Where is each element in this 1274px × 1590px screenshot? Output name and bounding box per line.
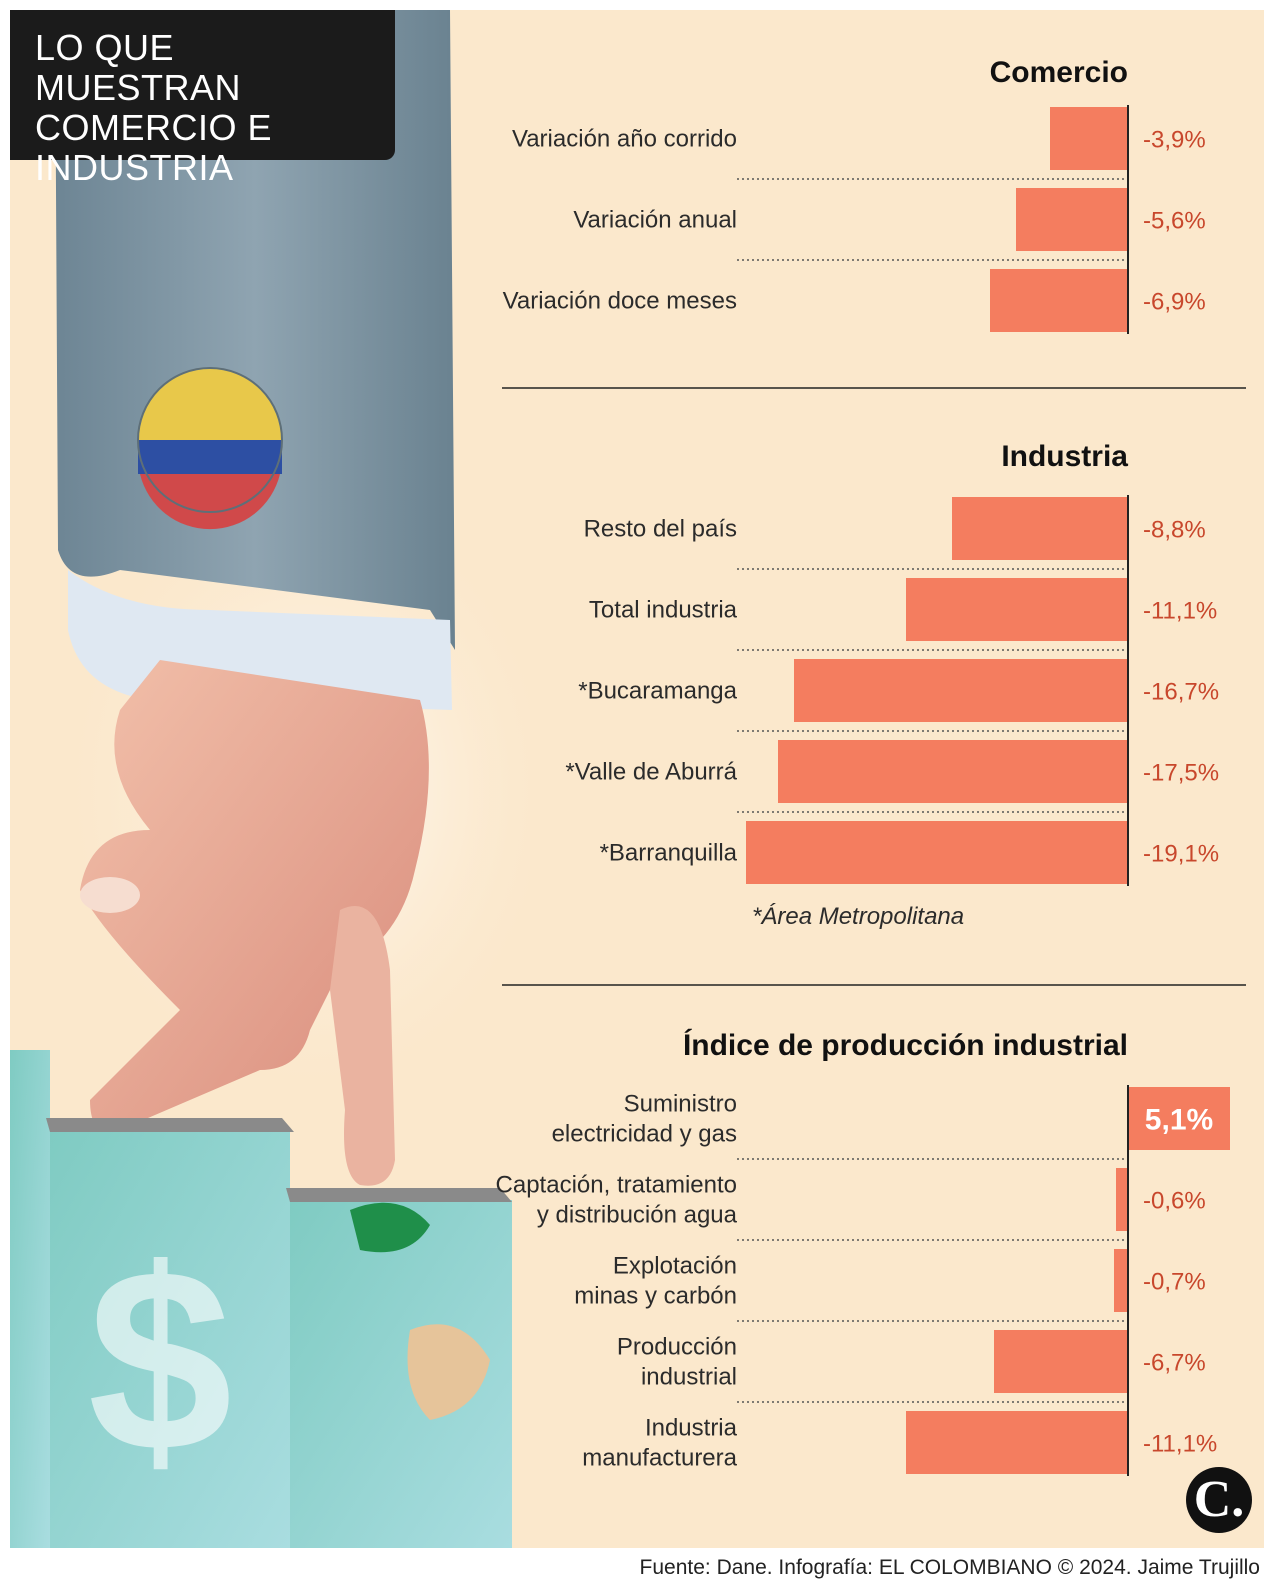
industria-category-label: *Barranquilla: [600, 840, 738, 867]
el-colombiano-logo-icon: C.: [1186, 1467, 1252, 1533]
source-credit: Fuente: Dane. Infografía: EL COLOMBIANO …: [639, 1556, 1260, 1579]
page-title: LO QUE MUESTRAN COMERCIO E INDUSTRIA: [35, 27, 273, 188]
produccion-value-label: 5,1%: [1145, 1104, 1213, 1137]
comercio-category-label: Variación anual: [573, 207, 737, 234]
produccion-value-label: -6,7%: [1143, 1350, 1206, 1377]
title-box: LO QUE MUESTRAN COMERCIO E INDUSTRIA: [10, 10, 395, 188]
industria-bar: [952, 497, 1128, 560]
comercio-bar: [990, 269, 1128, 332]
comercio-category-label: Variación doce meses: [503, 288, 737, 315]
comercio-value-label: -5,6%: [1143, 208, 1206, 235]
comercio-chart-title: Comercio: [990, 56, 1128, 89]
industria-footnote: *Área Metropolitana: [752, 903, 964, 930]
industria-value-label: -19,1%: [1143, 841, 1219, 868]
hand-walking-down-stairs-illustration: $: [10, 10, 530, 1548]
produccion-bar: [1128, 1087, 1230, 1150]
industria-value-label: -11,1%: [1143, 598, 1217, 625]
industria-bar: [794, 659, 1128, 722]
industria-category-label: *Bucaramanga: [578, 678, 737, 705]
produccion-bar: [1116, 1168, 1128, 1231]
comercio-bar: [1016, 188, 1128, 251]
industria-category-label: Total industria: [589, 597, 738, 624]
produccion-category-label: electricidad y gas: [552, 1121, 737, 1148]
comercio-value-label: -3,9%: [1143, 127, 1206, 154]
svg-text:$: $: [88, 1216, 233, 1506]
industria-value-label: -17,5%: [1143, 760, 1219, 787]
industria-bar: [906, 578, 1128, 641]
produccion-category-label: y distribución agua: [537, 1202, 738, 1229]
industria-value-label: -16,7%: [1143, 679, 1219, 706]
produccion-category-label: minas y carbón: [574, 1283, 737, 1310]
industria-bar: [746, 821, 1128, 884]
produccion-category-label: industrial: [641, 1364, 737, 1391]
produccion-value-label: -11,1%: [1143, 1431, 1217, 1458]
comercio-category-label: Variación año corrido: [512, 126, 737, 153]
produccion-value-label: -0,7%: [1143, 1269, 1206, 1296]
produccion-category-label: manufacturera: [582, 1445, 737, 1472]
produccion-category-label: Explotación: [613, 1253, 737, 1280]
produccion-category-label: Suministro: [624, 1091, 737, 1118]
comercio-value-label: -6,9%: [1143, 289, 1206, 316]
produccion-bar: [994, 1330, 1128, 1393]
industria-category-label: Resto del país: [584, 516, 737, 543]
produccion-category-label: Industria: [645, 1415, 738, 1442]
industria-chart-title: Industria: [1001, 440, 1128, 473]
produccion-category-label: Producción: [617, 1334, 737, 1361]
produccion-bar: [906, 1411, 1128, 1474]
produccion-bar: [1114, 1249, 1128, 1312]
industria-category-label: *Valle de Aburrá: [565, 759, 737, 786]
produccion-value-label: -0,6%: [1143, 1188, 1206, 1215]
produccion-chart-title: Índice de producción industrial: [683, 1028, 1128, 1062]
industria-value-label: -8,8%: [1143, 517, 1206, 544]
produccion-category-label: Captación, tratamiento: [496, 1172, 737, 1199]
comercio-bar: [1050, 107, 1128, 170]
industria-bar: [778, 740, 1128, 803]
